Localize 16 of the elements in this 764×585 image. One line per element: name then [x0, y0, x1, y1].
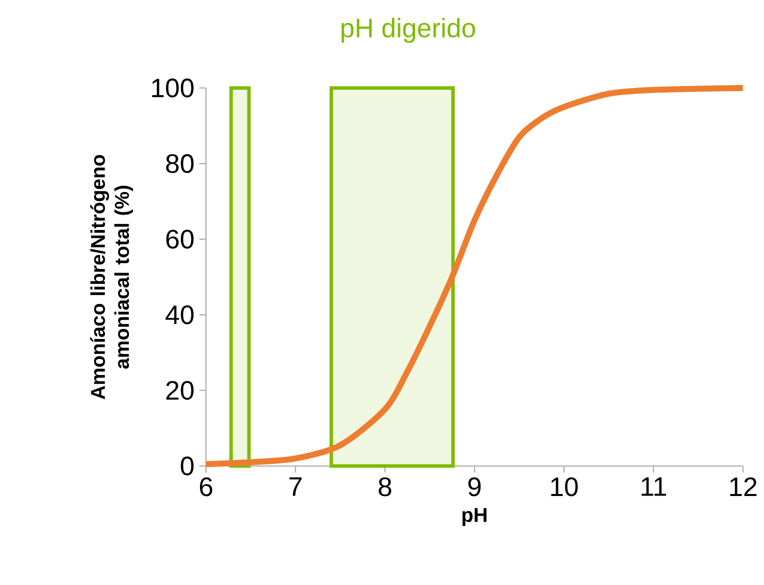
y-tick-label: 40	[166, 305, 194, 324]
x-tick-label: 9	[468, 477, 481, 496]
y-tick-label: 100	[152, 78, 194, 98]
x-tick-label: 12	[730, 477, 756, 496]
y-tick-label: 20	[166, 380, 194, 400]
x-axis-title: pH	[462, 508, 486, 526]
y-tick-label: 60	[166, 230, 194, 249]
x-tick-label: 10	[551, 477, 578, 496]
x-tick-label: 6	[200, 477, 212, 496]
chart-title: pH digerido	[342, 18, 476, 43]
x-tick-label: 11	[642, 477, 666, 496]
x-tick-label: 7	[289, 477, 302, 496]
y-tick-label: 0	[180, 456, 194, 476]
x-tick-label: 8	[378, 477, 392, 496]
y-tick-label: 80	[166, 154, 194, 174]
y-axis-title: Amoníaco libre/Nitrógeno amoniacal total (%)	[90, 154, 133, 400]
